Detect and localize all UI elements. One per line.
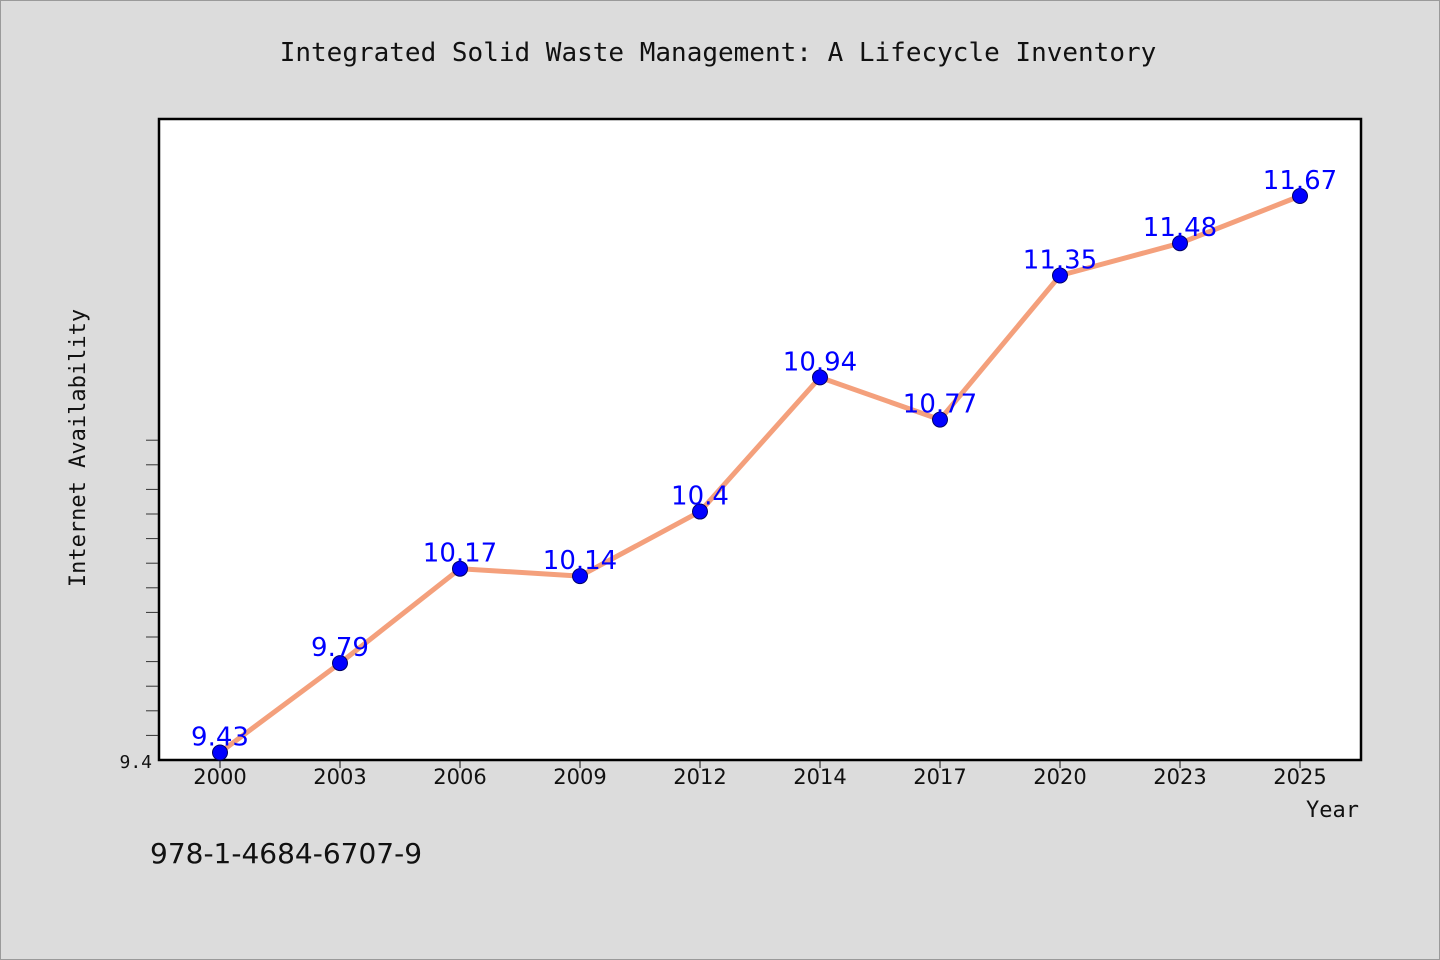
data-point <box>212 744 228 761</box>
series-line <box>217 193 1303 755</box>
x-axis-ticks <box>219 761 1301 768</box>
data-label: 11.48 <box>1143 213 1217 243</box>
data-point <box>1292 188 1308 205</box>
x-tick-label: 2003 <box>313 765 366 789</box>
data-point <box>932 411 948 428</box>
data-point <box>332 655 348 672</box>
data-label: 10.14 <box>543 546 617 576</box>
x-tick-label: 2017 <box>913 765 966 789</box>
data-label: 10.94 <box>783 347 857 377</box>
data-label: 10.4 <box>671 482 729 512</box>
data-point <box>1052 267 1068 284</box>
x-tick-label: 2009 <box>553 765 606 789</box>
x-tick-label: 2020 <box>1033 765 1086 789</box>
chart-title: Integrated Solid Waste Management: A Lif… <box>280 38 1157 68</box>
data-labels: 9.43 9.79 10.17 10.14 10.4 10.94 10.77 11.35 11.… <box>191 166 1337 753</box>
footnote-isbn: 978-1-4684-6707-9 <box>150 837 422 870</box>
data-label: 10.17 <box>423 539 497 569</box>
data-point <box>1172 235 1188 252</box>
data-label: 9.79 <box>311 633 369 663</box>
data-label: 9.43 <box>191 723 249 753</box>
data-point <box>452 560 468 577</box>
data-label: 11.35 <box>1023 246 1097 276</box>
x-axis-title: Year <box>1306 798 1359 823</box>
data-point <box>692 503 708 520</box>
y-axis-ticks <box>146 439 158 736</box>
x-tick-label: 2023 <box>1153 765 1206 789</box>
x-tick-label: 2006 <box>433 765 486 789</box>
data-markers <box>212 188 1308 761</box>
x-tick-label: 2000 <box>193 765 246 789</box>
y-axis-title: Internet Availability <box>66 309 91 587</box>
data-point <box>812 369 828 386</box>
x-tick-label: 2025 <box>1273 765 1326 789</box>
data-label: 10.77 <box>903 390 977 420</box>
y-tick-label-min: 9.4 <box>119 752 152 773</box>
x-tick-label: 2012 <box>673 765 726 789</box>
x-tick-labels: 2000 2003 2006 2009 2012 2014 2017 2020 2023 2025 <box>193 765 1326 789</box>
data-label: 11.67 <box>1263 166 1337 196</box>
data-point <box>572 568 588 585</box>
plot-area <box>157 117 1363 762</box>
x-tick-label: 2014 <box>793 765 846 789</box>
